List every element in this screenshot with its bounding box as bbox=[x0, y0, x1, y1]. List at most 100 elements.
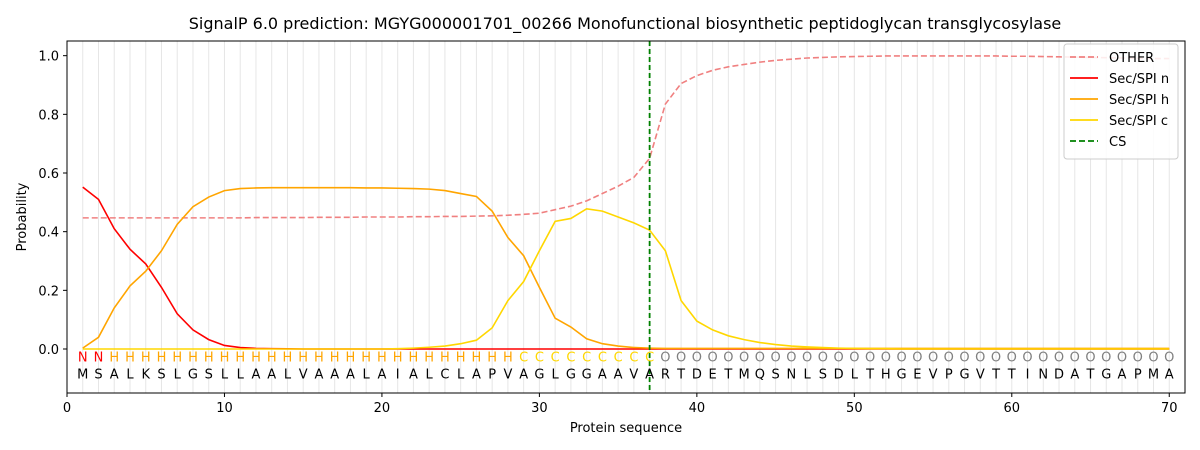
y-axis-label: Probability bbox=[15, 182, 30, 251]
sequence-residue: A bbox=[519, 367, 528, 382]
sequence-residue: N bbox=[1038, 367, 1048, 382]
annotation-label: O bbox=[896, 350, 906, 365]
sequence-residue: T bbox=[723, 367, 732, 382]
x-tick-label: 30 bbox=[531, 401, 548, 416]
annotation-label: O bbox=[660, 350, 670, 365]
annotation-label: H bbox=[298, 350, 308, 365]
annotation-label: O bbox=[770, 350, 780, 365]
annotation-label: O bbox=[692, 350, 702, 365]
sequence-residue: A bbox=[614, 367, 623, 382]
sequence-residue: L bbox=[221, 367, 229, 382]
x-tick-label: 0 bbox=[63, 401, 71, 416]
y-tick-label: 0.6 bbox=[38, 167, 59, 182]
annotation-label: H bbox=[267, 350, 277, 365]
y-tick-label: 0.8 bbox=[38, 108, 59, 123]
annotation-label: H bbox=[472, 350, 482, 365]
sequence-residue: T bbox=[1007, 367, 1016, 382]
chart-title: SignalP 6.0 prediction: MGYG000001701_00… bbox=[189, 14, 1062, 34]
annotation-label: C bbox=[582, 350, 591, 365]
x-tick-label: 20 bbox=[374, 401, 391, 416]
sequence-residue: L bbox=[803, 367, 811, 382]
sequence-residue: V bbox=[299, 367, 308, 382]
annotation-label: H bbox=[503, 350, 513, 365]
sequence-residue: A bbox=[1118, 367, 1127, 382]
sequence-residue: C bbox=[440, 367, 449, 382]
x-axis: 0 10 20 30 40 50 60 70 bbox=[63, 393, 1178, 416]
annotation-label: H bbox=[125, 350, 135, 365]
sequence-residue: A bbox=[330, 367, 339, 382]
annotation-label: H bbox=[220, 350, 230, 365]
sequence-residue: D bbox=[692, 367, 702, 382]
sequence-residue: V bbox=[629, 367, 638, 382]
sequence-residue: L bbox=[851, 367, 859, 382]
series-line-sec-spi-c bbox=[82, 207, 1170, 350]
sequence-residue: G bbox=[1101, 367, 1111, 382]
sequence-residue: G bbox=[534, 367, 544, 382]
sequence-residue: M bbox=[738, 367, 749, 382]
sequence-residue: D bbox=[1054, 367, 1064, 382]
sequence-residue: E bbox=[708, 367, 716, 382]
annotation-label: O bbox=[975, 350, 985, 365]
annotation-label: O bbox=[755, 350, 765, 365]
sequence-residue: D bbox=[834, 367, 844, 382]
sequence-residue: S bbox=[819, 367, 827, 382]
annotation-label: O bbox=[707, 350, 717, 365]
annotation-label: H bbox=[361, 350, 371, 365]
annotation-label: O bbox=[1054, 350, 1064, 365]
y-tick-label: 1.0 bbox=[38, 50, 59, 65]
annotation-label: O bbox=[786, 350, 796, 365]
annotation-label: C bbox=[598, 350, 607, 365]
annotation-label: C bbox=[566, 350, 575, 365]
sequence-residue: S bbox=[771, 367, 779, 382]
sequence-residue: A bbox=[472, 367, 481, 382]
annotation-label: O bbox=[1133, 350, 1143, 365]
x-tick-label: 70 bbox=[1161, 401, 1178, 416]
annotation-label: H bbox=[440, 350, 450, 365]
annotation-label: O bbox=[1007, 350, 1017, 365]
annotation-label: H bbox=[188, 350, 198, 365]
annotation-label: H bbox=[157, 350, 167, 365]
x-tick-label: 40 bbox=[689, 401, 706, 416]
annotation-label: O bbox=[802, 350, 812, 365]
sequence-residue: A bbox=[598, 367, 607, 382]
legend-box bbox=[1063, 43, 1179, 160]
annotation-label: O bbox=[849, 350, 859, 365]
y-tick-label: 0.0 bbox=[38, 343, 59, 358]
annotation-label: H bbox=[235, 350, 245, 365]
y-tick-label: 0.4 bbox=[38, 226, 59, 241]
annotation-label: O bbox=[944, 350, 954, 365]
annotation-label: O bbox=[1022, 350, 1032, 365]
series-line-sec-spi-n bbox=[82, 186, 1170, 350]
annotation-label: H bbox=[141, 350, 151, 365]
sequence-residue: I bbox=[1026, 367, 1030, 382]
y-axis: 0.0 0.2 0.4 0.6 0.8 1.0 bbox=[38, 50, 67, 358]
legend-label: OTHER bbox=[1109, 51, 1154, 66]
sequence-residue: L bbox=[457, 367, 465, 382]
legend-label: Sec/SPI c bbox=[1109, 114, 1168, 129]
sequence-residue: A bbox=[314, 367, 323, 382]
annotation-label: O bbox=[1101, 350, 1111, 365]
annotation-label: H bbox=[314, 350, 324, 365]
sequence-residue: R bbox=[661, 367, 670, 382]
legend-label: Sec/SPI n bbox=[1109, 72, 1169, 87]
annotation-label: C bbox=[645, 350, 654, 365]
grid-lines bbox=[82, 41, 1170, 393]
sequence-residue: L bbox=[552, 367, 560, 382]
sequence-residue: L bbox=[126, 367, 134, 382]
sequence-residue: M bbox=[1148, 367, 1159, 382]
annotation-label: H bbox=[456, 350, 466, 365]
annotation-label: C bbox=[551, 350, 560, 365]
sequence-residue: G bbox=[960, 367, 970, 382]
plot-frame bbox=[66, 40, 1186, 394]
annotation-label: H bbox=[409, 350, 419, 365]
annotation-label: O bbox=[833, 350, 843, 365]
sequence-residue: G bbox=[188, 367, 198, 382]
x-axis-label: Protein sequence bbox=[570, 421, 682, 436]
sequence-residue: A bbox=[645, 367, 654, 382]
annotation-label: H bbox=[487, 350, 497, 365]
annotation-label: H bbox=[172, 350, 182, 365]
sequence-residue: A bbox=[267, 367, 276, 382]
annotation-label: O bbox=[1117, 350, 1127, 365]
annotation-label: O bbox=[928, 350, 938, 365]
